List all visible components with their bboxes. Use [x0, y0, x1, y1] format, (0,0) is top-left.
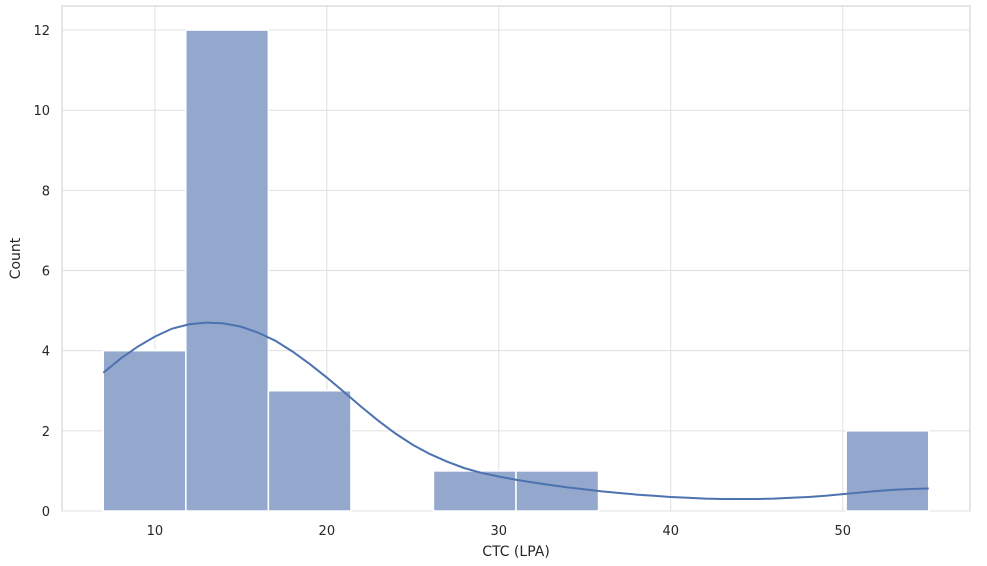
x-tick-label: 40: [662, 524, 679, 539]
histogram-bar: [185, 29, 270, 512]
x-tick-label: 20: [319, 524, 336, 539]
tick-labels: 10 20 30 40 50 0 2 4 6 8 10 12: [33, 24, 851, 539]
x-tick-label: 10: [147, 524, 164, 539]
y-tick-label: 8: [42, 184, 50, 199]
x-tick-label: 30: [491, 524, 508, 539]
histogram-bar: [515, 470, 600, 512]
kde-curve: [102, 321, 929, 500]
y-tick-label: 0: [42, 505, 50, 520]
histogram-bar: [845, 430, 930, 512]
y-tick-label: 2: [42, 425, 50, 440]
y-tick-label: 4: [42, 345, 50, 360]
x-tick-label: 50: [834, 524, 851, 539]
histogram-bar: [267, 390, 352, 512]
histogram-bars: [102, 29, 930, 512]
y-tick-label: 10: [33, 104, 50, 119]
histogram-bar: [102, 349, 187, 512]
y-axis-label: Count: [8, 237, 24, 279]
y-tick-label: 12: [33, 24, 50, 39]
x-axis-label: CTC (LPA): [482, 544, 550, 560]
y-tick-label: 6: [42, 265, 50, 280]
